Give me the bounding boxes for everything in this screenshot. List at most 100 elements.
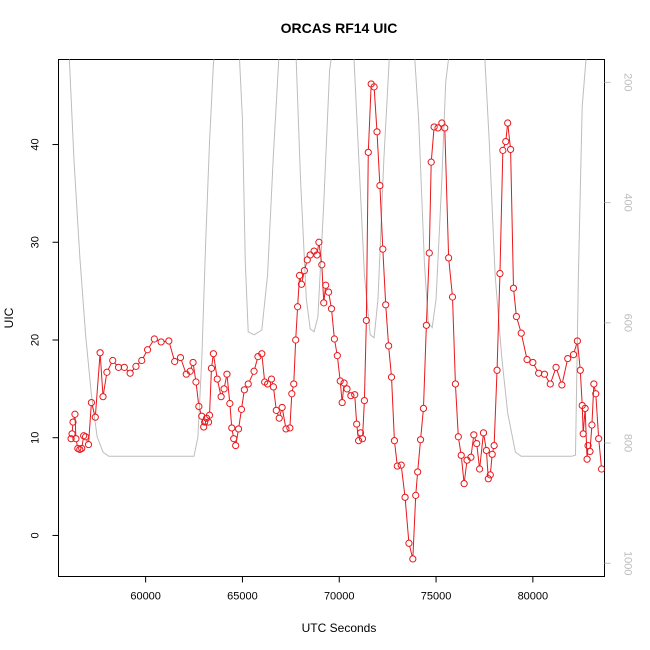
uic-line-segment [190, 365, 193, 369]
uic-data-point [204, 418, 213, 426]
uic-data-point [499, 146, 507, 154]
uic-line-segment [301, 273, 305, 282]
uic-data-point [295, 271, 304, 280]
uic-data-point [275, 414, 283, 422]
uic-data-point [264, 380, 272, 388]
y-tick-label: 20 [30, 334, 42, 346]
uic-data-point [96, 349, 104, 357]
uic-data-point [150, 335, 158, 343]
uic-line-segment [444, 130, 450, 255]
uic-data-point [355, 437, 363, 445]
uic-data-point [373, 128, 381, 136]
y-axis-label: UIC [2, 307, 16, 328]
uic-data-point [576, 366, 584, 374]
uic-data-point [176, 353, 185, 362]
uic-data-point [318, 261, 326, 269]
uic-data-point [91, 413, 99, 421]
uic-data-point [207, 364, 216, 372]
uic-data-point [364, 148, 372, 156]
uic-data-point [529, 358, 537, 367]
uic-line-segment [373, 89, 378, 129]
uic-data-point [297, 280, 306, 288]
uic-line-segment [279, 410, 282, 416]
uic-data-point [460, 480, 468, 488]
x-tick-label: 75000 [421, 591, 452, 603]
y-tick-label: 10 [30, 432, 42, 444]
uic-data-point [230, 435, 238, 443]
uic-data-point [370, 83, 378, 91]
uic-data-point [595, 435, 603, 443]
uic-data-point [333, 352, 341, 360]
x-tick-label: 60000 [130, 591, 161, 603]
uic-line-segment [503, 144, 506, 148]
uic-data-point [286, 424, 294, 432]
uic-data-point [490, 441, 498, 450]
y-axis-left: 0 10 20 30 40 [30, 138, 59, 539]
uic-data-point [416, 436, 425, 444]
uic-data-point [228, 424, 236, 432]
uic-line-segment [95, 355, 101, 415]
uic-data-point [78, 444, 86, 453]
uic-data-point [401, 493, 409, 501]
uic-line-segment [382, 252, 387, 302]
uic-line-segment [521, 336, 527, 357]
uic-data-point [103, 368, 111, 376]
uic-data-point [198, 412, 206, 420]
uic-data-point [258, 350, 266, 358]
chart-title: ORCAS RF14 UIC [281, 20, 398, 36]
uic-data-point [552, 363, 560, 371]
uic-data-point [597, 465, 605, 473]
uic-line-segment [229, 406, 233, 425]
uic-data-point [385, 342, 393, 350]
uic-line-segment [213, 356, 218, 377]
uic-data-point [195, 402, 203, 411]
uic-data-point [269, 383, 278, 391]
uic-line-segment [107, 363, 112, 370]
uic-data-point [451, 380, 460, 388]
uic-line-segment [425, 256, 430, 323]
uic-data-point [99, 393, 107, 401]
uic-data-point [186, 367, 194, 375]
uic-data-point [72, 435, 80, 443]
uic-data-point [588, 421, 596, 429]
uic-data-point [425, 249, 433, 257]
uic-data-point [573, 337, 581, 345]
uic-data-point [473, 439, 481, 448]
x-tick-label: 70000 [324, 591, 355, 603]
uic-line-segment [379, 188, 384, 247]
uic-data-point [171, 357, 179, 366]
uic-data-point [434, 124, 442, 132]
uic-data-point [340, 379, 348, 387]
uic-data-point [250, 367, 258, 375]
uic-data-point [313, 251, 321, 259]
x-tick-label: 80000 [518, 591, 549, 603]
uic-line-segment [273, 389, 277, 408]
uic-data-point [223, 370, 231, 378]
uic-data-point [300, 267, 308, 275]
y-axis-right: 200 400 600 800 1000 [604, 73, 634, 576]
uic-data-point [360, 396, 369, 405]
uic-data-point [506, 145, 515, 154]
uic-line-segment [586, 448, 589, 457]
uic-line-segment [589, 428, 593, 449]
uic-data-point [132, 362, 140, 370]
uic-line-segment [226, 377, 231, 401]
uic-data-point [379, 245, 387, 253]
uic-line-segment [224, 377, 227, 386]
uic-line-segment [573, 343, 578, 352]
uic-data-point [306, 251, 314, 259]
uic-data-point [393, 462, 401, 470]
uic-line-segment [334, 341, 338, 353]
uic-line-segment [195, 385, 200, 404]
uic-data-point [71, 410, 79, 418]
uic-data-point [517, 329, 525, 337]
uic-line-segment [199, 409, 202, 414]
uic-line-segment [254, 359, 258, 369]
uic-line-segment [428, 165, 432, 250]
uic-data-point [457, 451, 465, 459]
uic-line-segment [401, 468, 406, 495]
uic-line-segment [388, 348, 392, 375]
uic-line-segment [404, 500, 410, 541]
y-tick-label: 40 [30, 138, 42, 150]
